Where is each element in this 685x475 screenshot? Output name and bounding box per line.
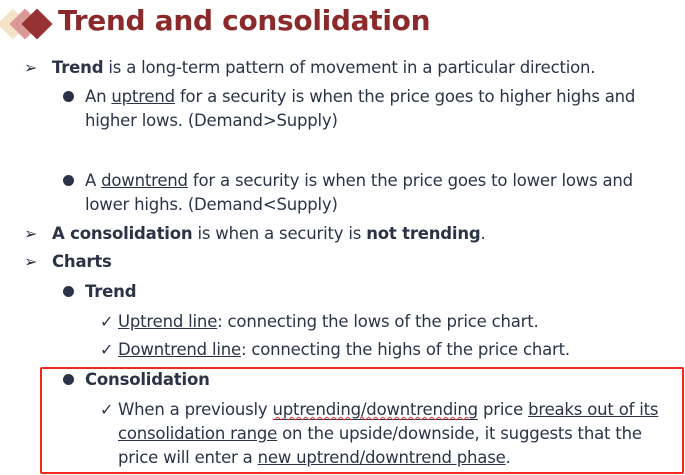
uptrend-line-item: Uptrend line: connecting the lows of the… [118,312,539,331]
trend-definition: Trend is a long-term pattern of movement… [52,58,596,77]
consolidation-item-cont2: price will enter a new uptrend/downtrend… [118,448,511,467]
consolidation-heading: Consolidation [85,370,210,389]
check-icon: ✓ [100,400,114,419]
arrow-bullet-icon: ➢ [24,58,38,77]
page-title: Trend and consolidation [58,4,431,37]
uptrend-definition: An uptrend for a security is when the pr… [85,87,636,106]
consolidation-item-cont: consolidation range on the upside/downsi… [118,424,642,443]
check-icon: ✓ [100,312,114,331]
arrow-bullet-icon: ➢ [24,252,38,271]
downtrend-definition-cont: lower highs. (Demand<Supply) [85,195,338,214]
bullet-icon [63,91,74,102]
arrow-bullet-icon: ➢ [24,224,38,243]
consolidation-item: When a previously uptrending/downtrendin… [118,400,659,420]
downtrend-line-item: Downtrend line: connecting the highs of … [118,340,570,359]
check-icon: ✓ [100,340,114,359]
bullet-icon [63,286,74,297]
consolidation-definition: A consolidation is when a security is no… [52,224,486,243]
charts-heading: Charts [52,252,112,271]
uptrend-definition-cont: higher lows. (Demand>Supply) [85,111,338,130]
bullet-icon [63,175,74,186]
downtrend-definition: A downtrend for a security is when the p… [85,171,633,190]
trend-heading: Trend [85,282,137,301]
highlight-box [40,367,684,474]
bullet-icon [63,374,74,385]
